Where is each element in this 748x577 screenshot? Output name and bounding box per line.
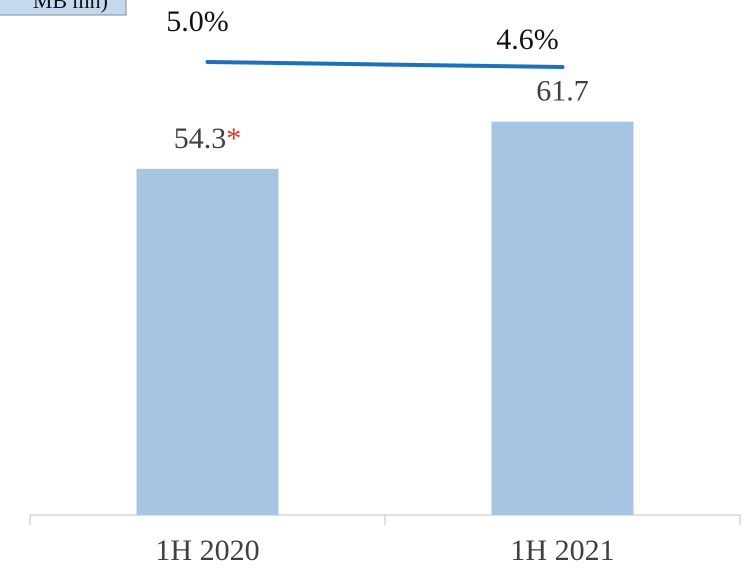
bar <box>136 168 279 515</box>
x-tick-label: 1H 2021 <box>510 534 614 567</box>
value-text: 54.3 <box>174 122 227 155</box>
annotation: * <box>226 122 241 155</box>
line-value-label: 4.6% <box>496 23 559 56</box>
unit-box <box>0 0 127 16</box>
line-value-label: 5.0% <box>166 5 229 38</box>
line <box>205 60 565 69</box>
bar-value-label: 61.7 <box>536 75 589 108</box>
bar-value-label: 54.3* <box>174 122 242 155</box>
bar <box>491 121 634 515</box>
unit-label: MB mn) <box>33 0 108 13</box>
value-text: 61.7 <box>536 75 589 108</box>
x-tick-label: 1H 2020 <box>155 534 259 567</box>
